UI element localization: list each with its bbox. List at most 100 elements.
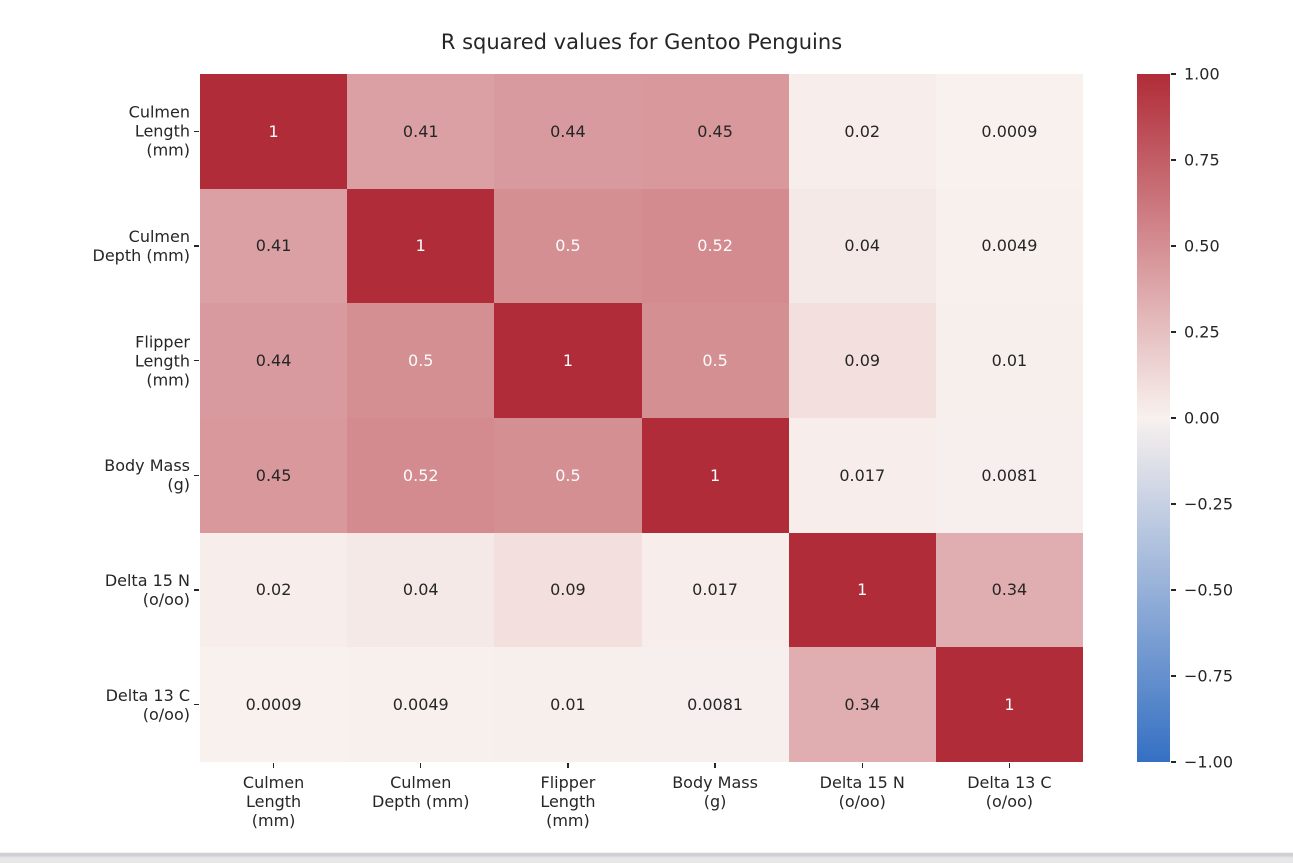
heatmap-cell: 0.0081 xyxy=(641,647,789,762)
y-tick-mark xyxy=(194,703,199,706)
heatmap-cell: 0.5 xyxy=(494,188,642,304)
y-tick-label: Culmen Depth (mm) xyxy=(92,227,190,265)
cell-value: 0.45 xyxy=(255,465,292,485)
cell-value: 0.0081 xyxy=(687,695,744,715)
cell-value: 1 xyxy=(268,121,279,141)
cell-value: 0.45 xyxy=(697,121,733,141)
colorbar-tick-label: 0.00 xyxy=(1184,408,1220,428)
heatmap-cell: 1 xyxy=(200,74,348,189)
colorbar-tick-mark xyxy=(1171,503,1176,505)
cell-value: 0.017 xyxy=(692,580,738,600)
cell-value: 0.5 xyxy=(555,236,581,256)
heatmap-cell: 0.017 xyxy=(788,417,936,533)
x-tick-label: Delta 15 N (o/oo) xyxy=(819,773,905,811)
heatmap-cell: 0.09 xyxy=(494,532,642,648)
cell-value: 0.44 xyxy=(550,121,586,141)
x-tick-label: Culmen Length (mm) xyxy=(242,773,305,830)
colorbar-tick-label: 0.75 xyxy=(1184,150,1220,170)
cell-value: 0.5 xyxy=(555,465,581,485)
cell-value: 1 xyxy=(857,580,868,600)
heatmap-cell: 0.5 xyxy=(347,303,495,418)
colorbar-tick-mark xyxy=(1171,589,1176,591)
heatmap-cell: 0.52 xyxy=(347,417,495,533)
cell-value: 0.34 xyxy=(844,695,881,715)
heatmap-cell: 0.02 xyxy=(788,74,936,189)
heatmap-cell: 0.41 xyxy=(347,74,495,189)
x-tick-mark xyxy=(714,763,716,768)
heatmap-cell: 0.02 xyxy=(200,532,348,648)
heatmap-cell: 1 xyxy=(347,188,495,304)
x-tick-label: Culmen Depth (mm) xyxy=(372,773,470,811)
y-tick-mark xyxy=(194,589,199,591)
heatmap-cell: 0.44 xyxy=(494,74,642,189)
x-tick-mark xyxy=(1008,763,1011,768)
colorbar xyxy=(1137,74,1170,762)
x-tick-mark xyxy=(861,763,863,768)
colorbar-tick-mark xyxy=(1171,675,1176,677)
heatmap-cell: 1 xyxy=(641,417,789,533)
cell-value: 0.34 xyxy=(991,580,1028,600)
cell-value: 0.0009 xyxy=(981,121,1038,141)
y-tick-label: Delta 15 N (o/oo) xyxy=(104,571,190,609)
heatmap-cell: 0.0081 xyxy=(935,417,1083,533)
heatmap-grid: 1 0.41 0.44 0.45 0.02 0.0009 0.41 1 0.5 0.52 0.04 0… xyxy=(200,74,1083,762)
cell-value: 0.09 xyxy=(844,351,881,371)
colorbar-tick-label: −1.00 xyxy=(1184,752,1234,772)
colorbar-tick-label: −0.75 xyxy=(1184,666,1234,686)
colorbar-tick-mark xyxy=(1171,417,1176,419)
x-tick-label: Delta 13 C (o/oo) xyxy=(967,773,1052,811)
heatmap-cell: 1 xyxy=(788,532,936,648)
cell-value: 1 xyxy=(415,236,426,256)
cell-value: 0.017 xyxy=(839,465,886,485)
cell-value: 0.41 xyxy=(402,121,439,141)
colorbar-tick-label: 1.00 xyxy=(1184,64,1220,84)
heatmap-cell: 0.09 xyxy=(788,303,936,418)
cell-value: 1 xyxy=(562,351,573,371)
x-tick-mark xyxy=(420,763,422,768)
y-tick-label: Flipper Length (mm) xyxy=(134,332,190,390)
heatmap-cell: 0.44 xyxy=(200,303,348,418)
y-tick-mark xyxy=(194,359,199,362)
y-tick-mark xyxy=(194,245,199,247)
cell-value: 0.09 xyxy=(550,580,586,600)
heatmap-cell: 0.34 xyxy=(935,532,1083,648)
cell-value: 0.01 xyxy=(550,695,586,715)
heatmap-cell: 0.41 xyxy=(200,188,348,304)
heatmap-cell: 0.017 xyxy=(641,532,789,648)
colorbar-tick-mark xyxy=(1171,761,1176,763)
heatmap-cell: 0.0009 xyxy=(200,647,348,762)
heatmap-cell: 0.04 xyxy=(347,532,495,648)
cell-value: 0.02 xyxy=(255,580,292,600)
cell-value: 1 xyxy=(709,465,721,485)
cell-value: 0.41 xyxy=(255,236,292,256)
cell-value: 0.04 xyxy=(402,580,439,600)
chart-title: R squared values for Gentoo Penguins xyxy=(440,30,843,54)
cell-value: 0.52 xyxy=(697,236,733,256)
cell-value: 0.01 xyxy=(991,351,1028,371)
heatmap-cell: 0.01 xyxy=(935,303,1083,418)
colorbar-tick-mark xyxy=(1171,159,1176,161)
cell-value: 0.04 xyxy=(844,236,881,256)
cell-value: 0.44 xyxy=(255,351,292,371)
heatmap-cell: 0.45 xyxy=(200,417,348,533)
cell-value: 0.0081 xyxy=(981,465,1038,485)
cell-value: 0.0009 xyxy=(245,695,302,715)
heatmap-cell: 0.0049 xyxy=(935,188,1083,304)
y-tick-label: Culmen Length (mm) xyxy=(128,102,190,160)
y-tick-mark xyxy=(194,130,199,133)
colorbar-tick-label: 0.25 xyxy=(1184,322,1220,342)
colorbar-tick-mark xyxy=(1171,73,1176,75)
y-tick-label: Body Mass (g) xyxy=(104,456,190,495)
heatmap-cell: 0.5 xyxy=(494,417,642,533)
y-tick-mark xyxy=(194,474,199,477)
cell-value: 0.0049 xyxy=(392,695,449,715)
heatmap-cell: 0.0009 xyxy=(935,74,1083,189)
x-tick-mark xyxy=(567,763,569,768)
cell-value: 0.5 xyxy=(702,351,728,371)
heatmap-cell: 0.5 xyxy=(641,303,789,418)
cell-value: 1 xyxy=(1004,695,1015,715)
heatmap-cell: 0.45 xyxy=(641,74,789,189)
heatmap-cell: 0.04 xyxy=(788,188,936,304)
x-tick-label: Flipper Length (mm) xyxy=(540,773,596,830)
